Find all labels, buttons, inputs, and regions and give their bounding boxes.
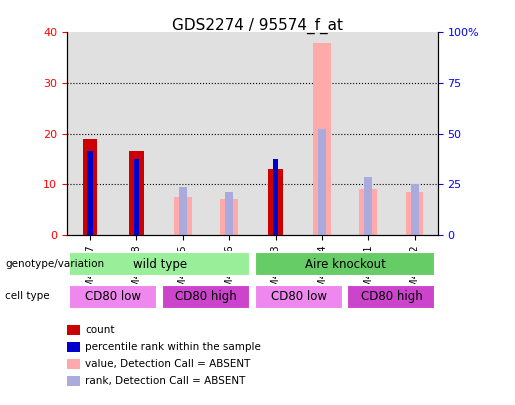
FancyBboxPatch shape <box>69 285 158 309</box>
Text: GDS2274 / 95574_f_at: GDS2274 / 95574_f_at <box>172 18 343 34</box>
Text: CD80 low: CD80 low <box>85 290 141 303</box>
Bar <box>129 151 144 235</box>
Bar <box>406 192 423 235</box>
FancyBboxPatch shape <box>347 285 435 309</box>
Bar <box>87 151 93 235</box>
Text: Aire knockout: Aire knockout <box>304 258 386 271</box>
Bar <box>225 192 233 235</box>
Bar <box>268 169 283 235</box>
Bar <box>133 159 140 235</box>
Text: cell type: cell type <box>5 292 50 301</box>
Bar <box>174 197 192 235</box>
Bar <box>410 184 419 235</box>
Text: percentile rank within the sample: percentile rank within the sample <box>85 342 261 352</box>
Text: genotype/variation: genotype/variation <box>5 260 104 269</box>
FancyBboxPatch shape <box>254 285 342 309</box>
Text: value, Detection Call = ABSENT: value, Detection Call = ABSENT <box>85 359 250 369</box>
Text: CD80 low: CD80 low <box>271 290 327 303</box>
Bar <box>364 177 372 235</box>
Bar <box>272 159 279 235</box>
Text: CD80 high: CD80 high <box>175 290 237 303</box>
Bar <box>313 43 331 235</box>
Bar <box>220 200 238 235</box>
FancyBboxPatch shape <box>254 252 435 276</box>
Text: CD80 high: CD80 high <box>360 290 422 303</box>
Bar <box>359 190 377 235</box>
FancyBboxPatch shape <box>162 285 250 309</box>
Bar <box>318 129 326 235</box>
Bar <box>83 139 97 235</box>
Text: count: count <box>85 325 114 335</box>
Text: rank, Detection Call = ABSENT: rank, Detection Call = ABSENT <box>85 376 245 386</box>
Bar <box>179 187 187 235</box>
FancyBboxPatch shape <box>69 252 250 276</box>
Text: wild type: wild type <box>132 258 187 271</box>
